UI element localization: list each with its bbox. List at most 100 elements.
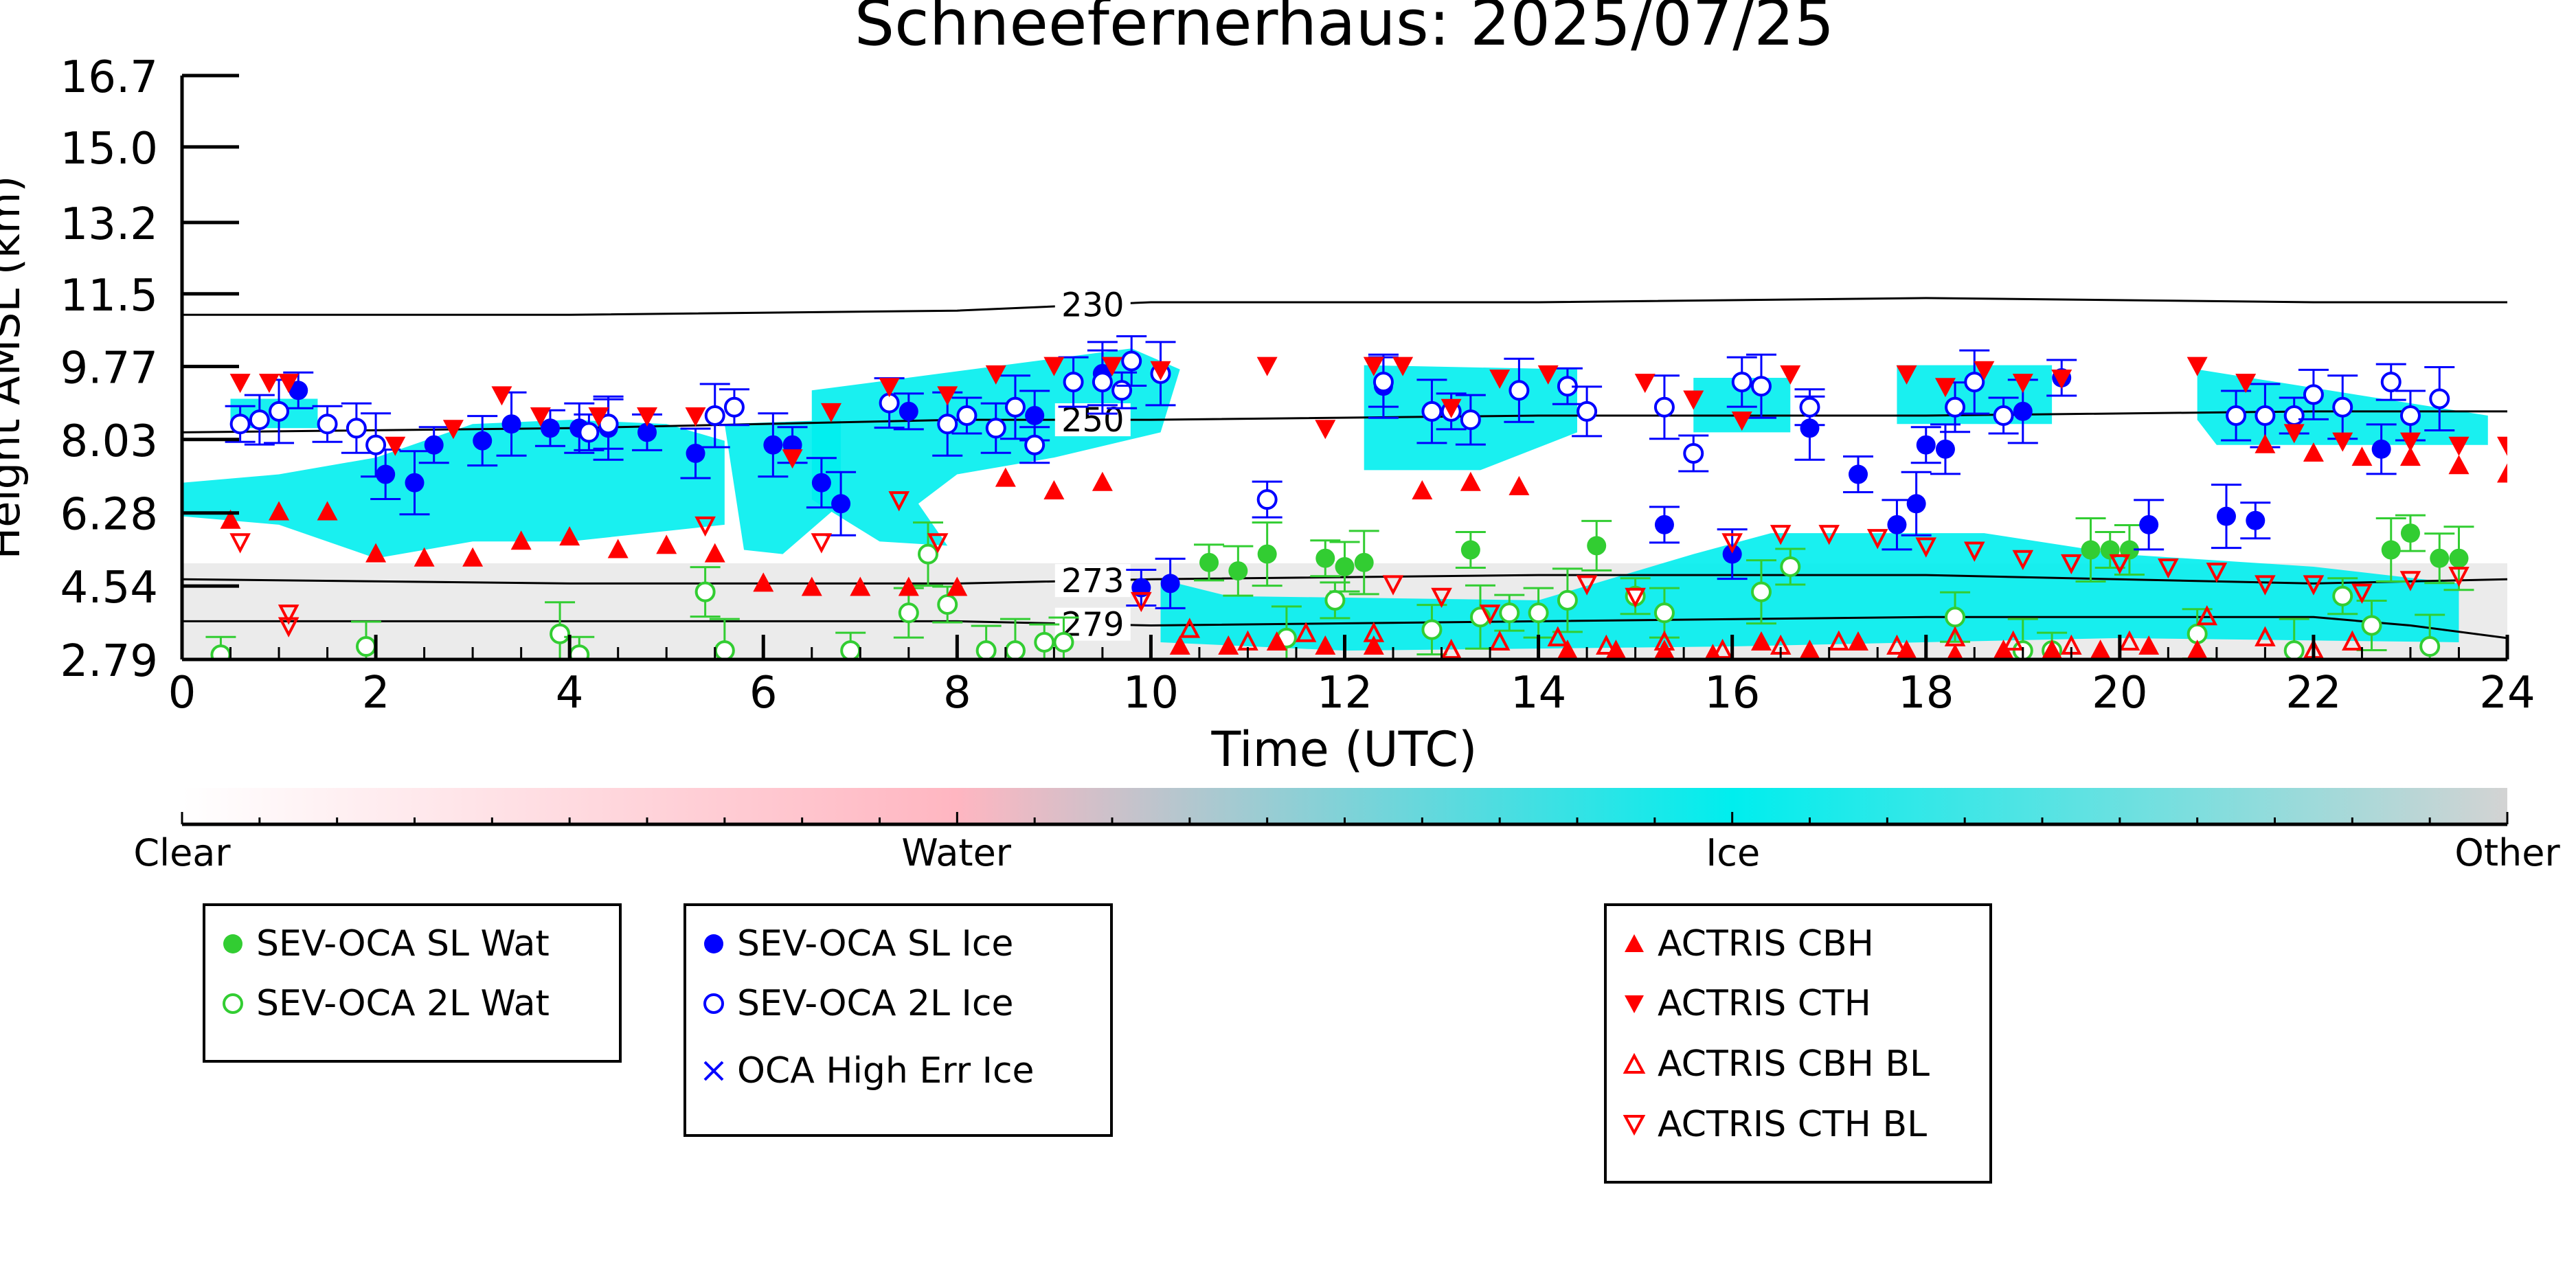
point-sev-oca-2l-ice [956, 405, 978, 426]
point-actris-cbh [2497, 463, 2507, 483]
point-actris-cth-bl [1770, 525, 1792, 545]
colorbar-label-water: Water [901, 831, 1011, 874]
point-sev-oca-sl-wat [1354, 552, 1374, 572]
point-actris-cth-bl [1431, 587, 1452, 609]
x-tick-label: 10 [1123, 668, 1179, 719]
point-actris-cbh [1315, 635, 1336, 655]
legend-ice: SEV-OCA SL Ice SEV-OCA 2L Ice OCA High E… [683, 903, 1113, 1137]
point-sev-oca-sl-ice [899, 401, 918, 421]
point-actris-cth [820, 403, 841, 422]
legend-label: ACTRIS CTH [1658, 983, 1871, 1024]
point-actris-cth [491, 386, 512, 406]
x-tick-label: 2 [362, 668, 390, 719]
contour-line-230 [182, 297, 2507, 316]
point-sev-oca-2l-wat [1557, 589, 1578, 611]
point-actris-cbh [1460, 471, 1481, 491]
y-tick-label: 13.2 [60, 199, 159, 250]
point-actris-cth-bl [1866, 529, 1888, 550]
point-sev-oca-2l-ice [346, 418, 367, 439]
point-actris-cbh [1092, 471, 1113, 491]
point-actris-cbh-bl [1712, 638, 1733, 659]
point-sev-oca-2l-wat [550, 623, 571, 644]
series-actris-cth [229, 357, 2507, 469]
point-sev-oca-2l-ice [365, 434, 387, 455]
point-sev-oca-sl-wat [2081, 540, 2101, 560]
series-actris-cth-bl [229, 491, 2470, 637]
point-sev-oca-sl-ice [1935, 439, 1955, 459]
series-actris-cbh [220, 433, 2507, 659]
point-actris-cth [1043, 357, 1065, 376]
point-actris-cth [1440, 398, 1462, 418]
point-sev-oca-2l-ice [1460, 409, 1481, 431]
point-actris-cth [937, 386, 958, 406]
point-sev-oca-sl-ice [2139, 515, 2159, 534]
point-actris-cbh-bl [1440, 638, 1462, 659]
point-actris-cbh-bl [1295, 622, 1317, 642]
contour-label-bg [1054, 288, 1131, 321]
point-actris-cbh [2042, 640, 2063, 659]
point-sev-oca-2l-ice [1004, 396, 1026, 418]
point-sev-oca-2l-wat [1053, 631, 1074, 653]
point-actris-cbh [462, 547, 484, 567]
point-actris-cth-bl [1382, 575, 1404, 596]
point-sev-oca-sl-wat [1315, 548, 1335, 568]
point-sev-oca-sl-wat [2449, 548, 2469, 568]
point-sev-oca-2l-ice [1063, 372, 1084, 393]
point-actris-cth [1256, 357, 1278, 376]
point-sev-oca-sl-ice [637, 422, 657, 442]
point-sev-oca-2l-wat [1653, 602, 1675, 624]
point-sev-oca-2l-ice [249, 409, 270, 431]
point-actris-cbh [559, 526, 580, 546]
point-actris-cth [1489, 369, 1511, 389]
point-actris-cth-bl [888, 491, 910, 512]
point-sev-oca-sl-ice [473, 431, 493, 451]
point-actris-cbh-bl [2342, 630, 2363, 651]
point-sev-oca-sl-ice [2216, 506, 2236, 526]
point-sev-oca-2l-ice [1024, 434, 1046, 455]
point-sev-oca-2l-ice [317, 414, 338, 435]
point-actris-cbh [607, 539, 629, 558]
legend-label: SEV-OCA 2L Ice [737, 983, 1014, 1024]
point-actris-cth-bl [2448, 567, 2470, 587]
open-triangle-up-icon [1623, 1052, 1646, 1074]
point-sev-oca-2l-wat [898, 602, 919, 624]
x-axis-label: Time (UTC) [1211, 721, 1478, 778]
contour-label-bg [1054, 564, 1131, 598]
point-sev-oca-2l-ice [2429, 388, 2450, 409]
point-sev-oca-2l-ice [578, 422, 600, 443]
point-actris-cth-bl [1625, 587, 1646, 609]
point-actris-cbh-bl [1179, 618, 1201, 638]
point-actris-cbh [365, 543, 387, 563]
point-sev-oca-sl-wat [2381, 540, 2401, 560]
point-sev-oca-sl-ice [1654, 515, 1674, 534]
point-sev-oca-2l-wat [975, 640, 997, 659]
point-actris-cbh [1412, 479, 1433, 499]
series-sev-oca-sl-ice [283, 341, 2397, 609]
point-actris-cbh [656, 534, 677, 554]
point-sev-oca-sl-ice [540, 418, 560, 438]
point-sev-oca-sl-ice [376, 464, 396, 484]
point-actris-cth [637, 407, 657, 427]
point-actris-cth [2448, 436, 2470, 456]
point-actris-cbh [1750, 631, 1772, 651]
contour-line-250 [182, 410, 2507, 433]
point-actris-cth-bl [278, 605, 300, 625]
point-sev-oca-2l-ice [2283, 405, 2305, 426]
point-sev-oca-2l-ice [1577, 400, 1598, 422]
point-sev-oca-sl-ice [1800, 418, 1820, 438]
point-actris-cth-bl [2158, 558, 2179, 579]
point-sev-oca-sl-ice [1722, 544, 1742, 564]
point-actris-cbh [317, 501, 338, 521]
legend-actris: ACTRIS CBH ACTRIS CTH ACTRIS CBH BL ACTR… [1604, 903, 1992, 1184]
point-sev-oca-2l-ice [937, 414, 958, 435]
point-actris-cth [530, 407, 551, 427]
point-actris-cth [258, 374, 280, 394]
x-tick-label: 12 [1317, 668, 1372, 719]
point-actris-cbh-bl [1363, 622, 1385, 642]
x-tick-label: 22 [2285, 668, 2341, 719]
point-actris-cbh-bl [2255, 626, 2276, 646]
series-sev-oca-2l-wat [205, 521, 2445, 659]
point-actris-cth-bl [2109, 554, 2131, 575]
series-sev-oca-sl-wat [1194, 514, 2474, 597]
x-tick-label: 8 [943, 668, 971, 719]
